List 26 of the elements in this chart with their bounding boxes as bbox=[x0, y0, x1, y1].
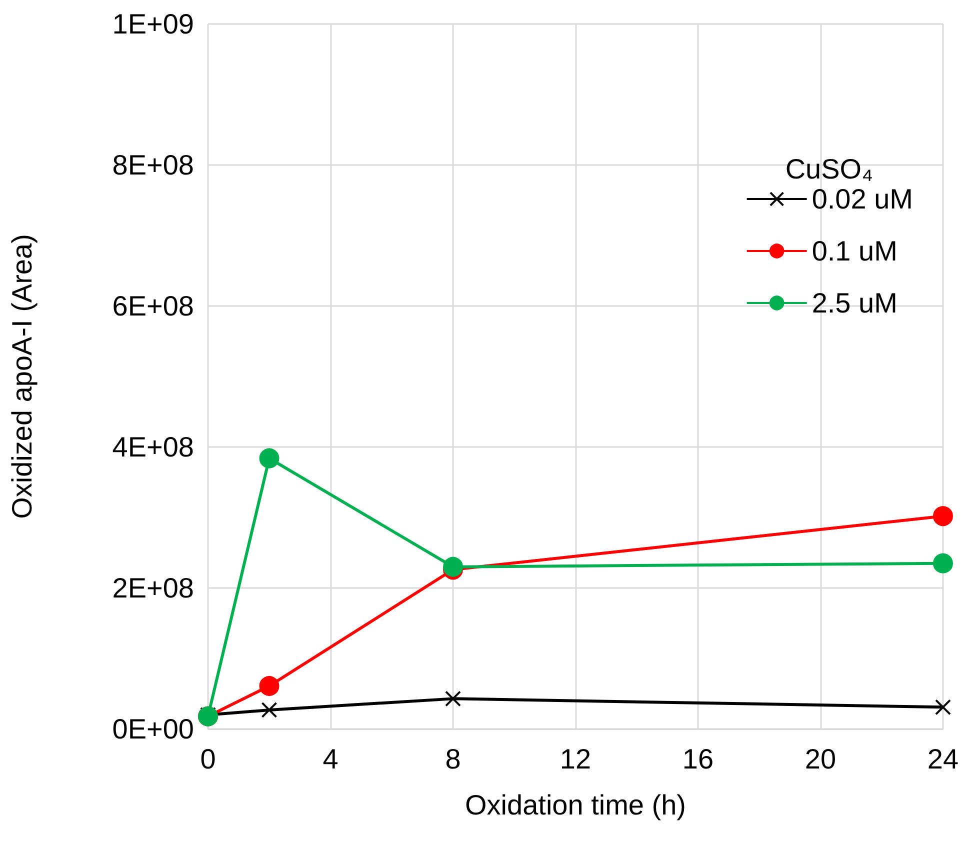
point bbox=[445, 690, 461, 707]
y-tick-label: 2E+08 bbox=[112, 572, 194, 604]
point bbox=[933, 553, 953, 574]
x-tick-label: 24 bbox=[927, 744, 959, 774]
x-axis-title: Oxidation time (h) bbox=[465, 790, 686, 820]
x-tick-label: 12 bbox=[560, 744, 592, 774]
point bbox=[259, 676, 280, 696]
y-axis-title: Oxidized apoA-I (Area) bbox=[6, 234, 38, 519]
x-tick-label: 4 bbox=[322, 744, 338, 774]
legend-label: 2.5 uM bbox=[812, 288, 898, 318]
point bbox=[933, 506, 953, 526]
point bbox=[259, 448, 280, 468]
y-tick-label: 8E+08 bbox=[112, 150, 194, 180]
x-tick-label: 0 bbox=[200, 744, 216, 774]
y-tick-label: 0E+00 bbox=[112, 714, 194, 744]
x-tick-label: 8 bbox=[445, 744, 461, 774]
legend-title: CuSO₄ bbox=[785, 154, 874, 184]
legend-label: 0.02 uM bbox=[812, 184, 913, 214]
point bbox=[935, 699, 951, 716]
point bbox=[261, 702, 278, 718]
legend-label: 0.1 uM bbox=[812, 236, 898, 266]
y-tick-label: 6E+08 bbox=[112, 290, 194, 322]
x-tick-label: 16 bbox=[682, 744, 714, 774]
y-tick-label: 4E+08 bbox=[112, 432, 194, 462]
y-tick-label: 1E+09 bbox=[112, 8, 194, 40]
x-tick-label: 20 bbox=[804, 744, 836, 774]
